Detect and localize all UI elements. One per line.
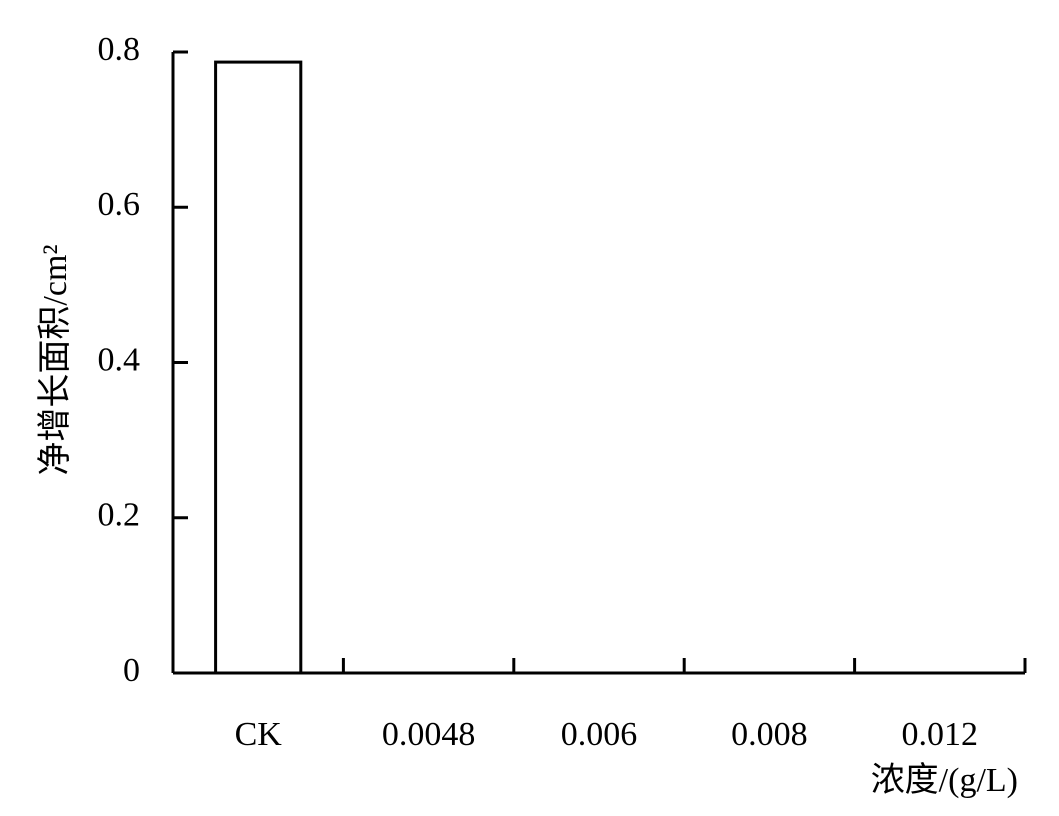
x-tick-label: 0.0048 <box>382 716 476 753</box>
x-tick-label: 0.006 <box>561 716 638 753</box>
y-axis-label: 净增长面积/cm² <box>36 244 74 475</box>
x-tick-label: CK <box>235 716 283 753</box>
y-tick-label: 0.2 <box>98 497 141 534</box>
y-tick-label: 0.4 <box>98 341 141 378</box>
x-tick-label: 0.008 <box>731 716 808 753</box>
y-tick-label: 0 <box>123 652 140 689</box>
y-tick-label: 0.6 <box>98 186 141 223</box>
y-tick-label: 0.8 <box>98 31 141 68</box>
bar <box>214 60 303 675</box>
x-tick-label: 0.012 <box>902 716 979 753</box>
x-axis-label: 浓度/(g/L) <box>871 761 1018 799</box>
